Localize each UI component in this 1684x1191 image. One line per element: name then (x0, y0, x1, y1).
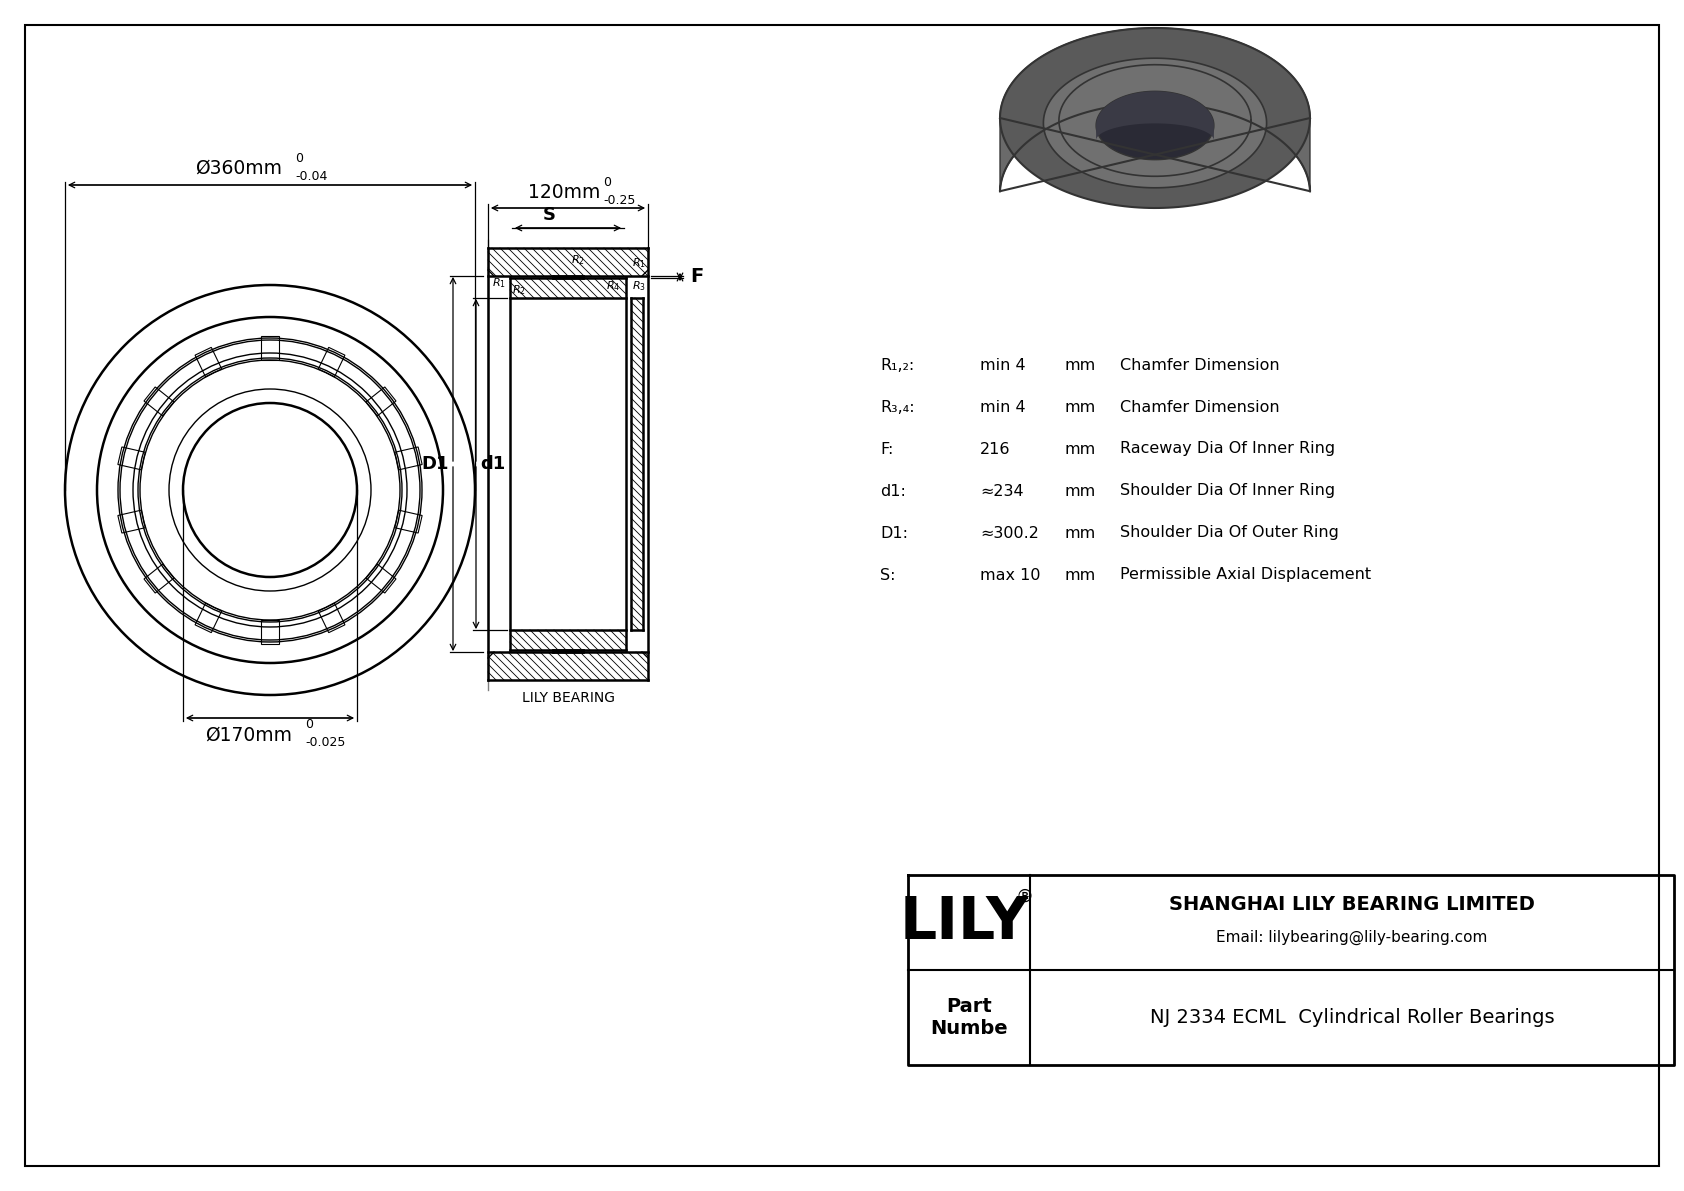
Text: mm: mm (1064, 357, 1096, 373)
Text: mm: mm (1064, 442, 1096, 456)
Text: 120mm: 120mm (529, 182, 601, 201)
Text: D1: D1 (421, 455, 448, 473)
Polygon shape (1096, 92, 1214, 160)
Text: F: F (690, 268, 704, 287)
Text: min 4: min 4 (980, 357, 1026, 373)
Text: max 10: max 10 (980, 567, 1041, 582)
Text: Part
Numbe: Part Numbe (930, 997, 1007, 1039)
Polygon shape (1096, 92, 1214, 141)
Text: mm: mm (1064, 484, 1096, 499)
Text: $R_2$: $R_2$ (512, 283, 525, 297)
Polygon shape (1000, 29, 1310, 208)
Text: Permissible Axial Displacement: Permissible Axial Displacement (1120, 567, 1371, 582)
Text: 216: 216 (980, 442, 1010, 456)
Text: S:: S: (881, 567, 896, 582)
Text: LILY BEARING: LILY BEARING (522, 691, 615, 705)
Text: mm: mm (1064, 525, 1096, 541)
Polygon shape (1000, 29, 1310, 192)
Text: S: S (542, 206, 556, 224)
Polygon shape (1044, 58, 1266, 188)
Text: $R_4$: $R_4$ (606, 279, 620, 293)
Text: R₃,₄:: R₃,₄: (881, 399, 914, 414)
Text: d1:: d1: (881, 484, 906, 499)
Text: R₁,₂:: R₁,₂: (881, 357, 914, 373)
Text: Email: lilybearing@lily-bearing.com: Email: lilybearing@lily-bearing.com (1216, 930, 1487, 946)
Text: Shoulder Dia Of Outer Ring: Shoulder Dia Of Outer Ring (1120, 525, 1339, 541)
Text: 0: 0 (295, 151, 303, 164)
Text: d1: d1 (480, 455, 505, 473)
Text: Ø360mm: Ø360mm (195, 158, 281, 177)
Text: Raceway Dia Of Inner Ring: Raceway Dia Of Inner Ring (1120, 442, 1335, 456)
Text: F:: F: (881, 442, 894, 456)
Text: ≈234: ≈234 (980, 484, 1024, 499)
Text: NJ 2334 ECML  Cylindrical Roller Bearings: NJ 2334 ECML Cylindrical Roller Bearings (1150, 1008, 1554, 1027)
Text: Chamfer Dimension: Chamfer Dimension (1120, 399, 1280, 414)
Text: -0.025: -0.025 (305, 736, 345, 749)
Text: $R_1$: $R_1$ (492, 276, 505, 289)
Text: ®: ® (1015, 887, 1032, 905)
Text: 0: 0 (603, 175, 611, 188)
Text: Chamfer Dimension: Chamfer Dimension (1120, 357, 1280, 373)
Text: LILY: LILY (899, 894, 1029, 950)
Text: mm: mm (1064, 399, 1096, 414)
Text: 0: 0 (305, 718, 313, 731)
Text: D1:: D1: (881, 525, 908, 541)
Text: Shoulder Dia Of Inner Ring: Shoulder Dia Of Inner Ring (1120, 484, 1335, 499)
Text: -0.25: -0.25 (603, 193, 635, 206)
Text: min 4: min 4 (980, 399, 1026, 414)
Text: Ø170mm: Ø170mm (205, 725, 291, 744)
Text: mm: mm (1064, 567, 1096, 582)
Text: SHANGHAI LILY BEARING LIMITED: SHANGHAI LILY BEARING LIMITED (1169, 894, 1534, 913)
Text: $R_2$: $R_2$ (571, 252, 584, 267)
Text: $R_3$: $R_3$ (632, 279, 647, 293)
Text: -0.04: -0.04 (295, 169, 327, 182)
Text: $R_1$: $R_1$ (632, 256, 647, 270)
Text: ≈300.2: ≈300.2 (980, 525, 1039, 541)
